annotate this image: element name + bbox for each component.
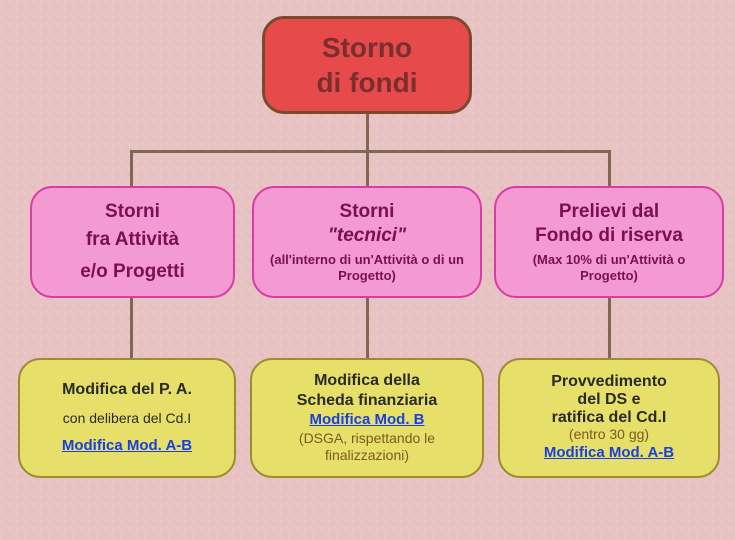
l2-2-link[interactable]: Modifica Mod. A-B [508, 444, 710, 463]
l2-2-main3: ratifica del Cd.I [508, 409, 710, 427]
root-node: Storno di fondi [262, 16, 472, 114]
l2-2-main1: Provvedimento [508, 373, 710, 391]
l1-2-sub: (Max 10% di un'Attività o Progetto) [504, 252, 714, 285]
conn-rail-to-l1-1 [366, 150, 369, 188]
l1-node-0: Storni fra Attività e/o Progetti [30, 186, 235, 298]
l1-0-title1: Storni [40, 200, 225, 224]
conn-rail-to-l1-2 [608, 150, 611, 188]
l2-node-1: Modifica della Scheda finanziaria Modifi… [250, 358, 484, 478]
l1-node-2: Prelievi dal Fondo di riserva (Max 10% d… [494, 186, 724, 298]
l2-1-link[interactable]: Modifica Mod. B [260, 411, 474, 430]
root-line1: Storno [273, 30, 461, 65]
l2-2-main2: del DS e [508, 391, 710, 409]
conn-l1-l2-1 [366, 298, 369, 360]
conn-rail [130, 150, 610, 153]
l2-0-main: Modifica del P. A. [28, 380, 226, 400]
l1-1-title2: "tecnici" [262, 224, 472, 248]
l1-2-title1: Prelievi dal [504, 200, 714, 224]
l2-node-2: Provvedimento del DS e ratifica del Cd.I… [498, 358, 720, 478]
l2-1-main2: Scheda finanziaria [260, 391, 474, 411]
root-line2: di fondi [273, 65, 461, 100]
l1-node-1: Storni "tecnici" (all'interno di un'Atti… [252, 186, 482, 298]
conn-root-down [366, 114, 369, 152]
l2-1-sub: (DSGA, rispettando le finalizzazioni) [260, 430, 474, 465]
conn-l1-l2-0 [130, 298, 133, 360]
l2-0-link[interactable]: Modifica Mod. A-B [28, 437, 226, 456]
l2-2-sub: (entro 30 gg) [508, 426, 710, 444]
conn-l1-l2-2 [608, 298, 611, 360]
l1-1-sub: (all'interno di un'Attività o di un Prog… [262, 252, 472, 285]
l2-1-main1: Modifica della [260, 371, 474, 391]
l1-0-title3: e/o Progetti [40, 260, 225, 284]
conn-rail-to-l1-0 [130, 150, 133, 188]
l1-1-title1: Storni [262, 200, 472, 224]
l2-node-0: Modifica del P. A. con delibera del Cd.I… [18, 358, 236, 478]
l1-0-title2: fra Attività [40, 228, 225, 252]
l2-0-sub: con delibera del Cd.I [28, 410, 226, 428]
l1-2-title2: Fondo di riserva [504, 224, 714, 248]
